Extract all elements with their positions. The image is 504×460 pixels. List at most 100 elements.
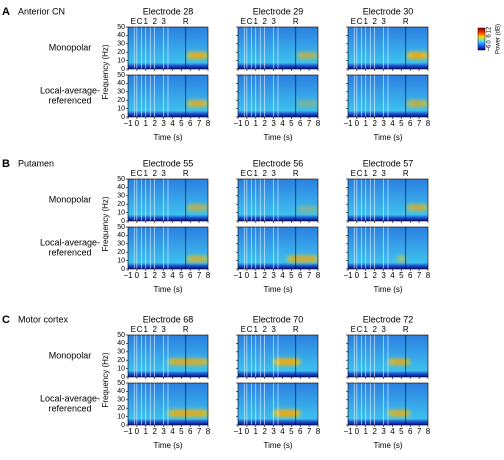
event-label: R <box>403 169 409 178</box>
event-label: 2 <box>262 325 267 334</box>
event-label: 2 <box>372 17 377 26</box>
power-core <box>172 411 204 415</box>
event-label: E <box>241 325 246 334</box>
electrode-title: Electrode 30 <box>363 6 414 16</box>
x-tick-label: 8 <box>206 427 211 436</box>
x-tick-label: 4 <box>170 427 175 436</box>
event-label: R <box>403 17 409 26</box>
y-tick-label: 30 <box>117 241 125 248</box>
x-tick-label: 7 <box>417 427 422 436</box>
x-axis-label: Time (s) <box>263 285 292 294</box>
electrode-title: Electrode 28 <box>143 6 194 16</box>
spectrogram <box>347 74 429 118</box>
y-tick-label: 50 <box>117 224 125 231</box>
y-tick-label: 0 <box>121 422 125 429</box>
x-tick-label: 4 <box>170 271 175 280</box>
x-tick-label: 4 <box>390 427 395 436</box>
event-label: 3 <box>271 325 276 334</box>
event-label: E <box>131 17 136 26</box>
electrode-title: Electrode 72 <box>363 314 414 324</box>
event-label: R <box>293 325 299 334</box>
x-axis-label: Time (s) <box>263 133 292 142</box>
power-core <box>190 54 204 58</box>
event-label: C <box>247 169 253 178</box>
event-label: R <box>183 17 189 26</box>
x-tick-label: 4 <box>280 271 285 280</box>
row-label: Monopolar <box>49 42 92 52</box>
y-tick-label: 30 <box>117 397 125 404</box>
region-label: Putamen <box>18 158 54 168</box>
x-tick-label: 0 <box>135 427 140 436</box>
x-tick-label: −1 <box>123 271 133 280</box>
row-label: Local-average- <box>40 393 100 403</box>
x-tick-label: 3 <box>161 427 166 436</box>
y-tick-label: 0 <box>121 374 125 381</box>
x-tick-label: 4 <box>390 271 395 280</box>
y-tick-label: 10 <box>117 209 125 216</box>
event-label: 1 <box>364 17 369 26</box>
x-tick-label: 8 <box>206 119 211 128</box>
x-tick-label: 8 <box>316 427 321 436</box>
electrode-title: Electrode 29 <box>253 6 304 16</box>
event-label: 2 <box>262 169 267 178</box>
axis-frame <box>237 178 319 222</box>
x-tick-label: 1 <box>144 271 149 280</box>
x-tick-label: 7 <box>197 119 202 128</box>
event-label: R <box>403 325 409 334</box>
y-tick-label: 20 <box>117 405 125 412</box>
y-tick-label: 40 <box>117 232 125 239</box>
axis-frame <box>237 74 319 118</box>
power-core <box>300 102 314 106</box>
event-label: 1 <box>254 169 259 178</box>
spectrogram <box>237 178 319 222</box>
event-label: E <box>351 325 356 334</box>
axis-frame <box>127 26 209 70</box>
y-tick-label: 10 <box>117 413 125 420</box>
y-tick-label: 50 <box>117 380 125 387</box>
event-label: 2 <box>152 17 157 26</box>
power-core <box>190 102 204 106</box>
x-tick-label: −1 <box>123 119 133 128</box>
electrode-title: Electrode 68 <box>143 314 194 324</box>
colorbar <box>477 27 486 51</box>
x-tick-label: 5 <box>289 119 294 128</box>
spectrogram <box>237 334 319 378</box>
axis-frame <box>127 178 209 222</box>
x-axis-label: Time (s) <box>153 441 182 450</box>
axis-frame <box>237 334 319 378</box>
electrode-title: Electrode 57 <box>363 158 414 168</box>
power-core <box>392 360 407 364</box>
power-core <box>190 257 204 261</box>
event-label: R <box>183 325 189 334</box>
x-tick-label: 2 <box>152 427 157 436</box>
x-tick-label: 7 <box>307 427 312 436</box>
y-tick-label: 20 <box>117 97 125 104</box>
x-tick-label: 0 <box>245 427 250 436</box>
x-tick-label: 6 <box>408 119 413 128</box>
y-tick-label: 30 <box>117 41 125 48</box>
row-label: Monopolar <box>49 350 92 360</box>
x-tick-label: 1 <box>144 427 149 436</box>
electrode-title: Electrode 56 <box>253 158 304 168</box>
x-tick-label: 3 <box>381 271 386 280</box>
axis-frame <box>347 382 429 426</box>
event-label: 2 <box>372 325 377 334</box>
power-core <box>400 257 402 261</box>
row-label: referenced <box>48 247 91 257</box>
region-label: Motor cortex <box>18 314 69 324</box>
axis-frame <box>237 26 319 70</box>
x-axis-label: Time (s) <box>373 285 402 294</box>
x-tick-label: 7 <box>417 119 422 128</box>
x-tick-label: 4 <box>280 427 285 436</box>
x-tick-label: 0 <box>245 271 250 280</box>
x-tick-label: 2 <box>262 119 267 128</box>
spectrogram <box>347 178 429 222</box>
x-tick-label: 5 <box>289 271 294 280</box>
spectrogram <box>347 226 429 270</box>
event-label: 3 <box>161 169 166 178</box>
x-tick-label: 7 <box>197 427 202 436</box>
axis-frame <box>347 26 429 70</box>
x-axis-label: Time (s) <box>153 285 182 294</box>
power-core <box>392 411 407 415</box>
x-tick-label: 5 <box>179 119 184 128</box>
